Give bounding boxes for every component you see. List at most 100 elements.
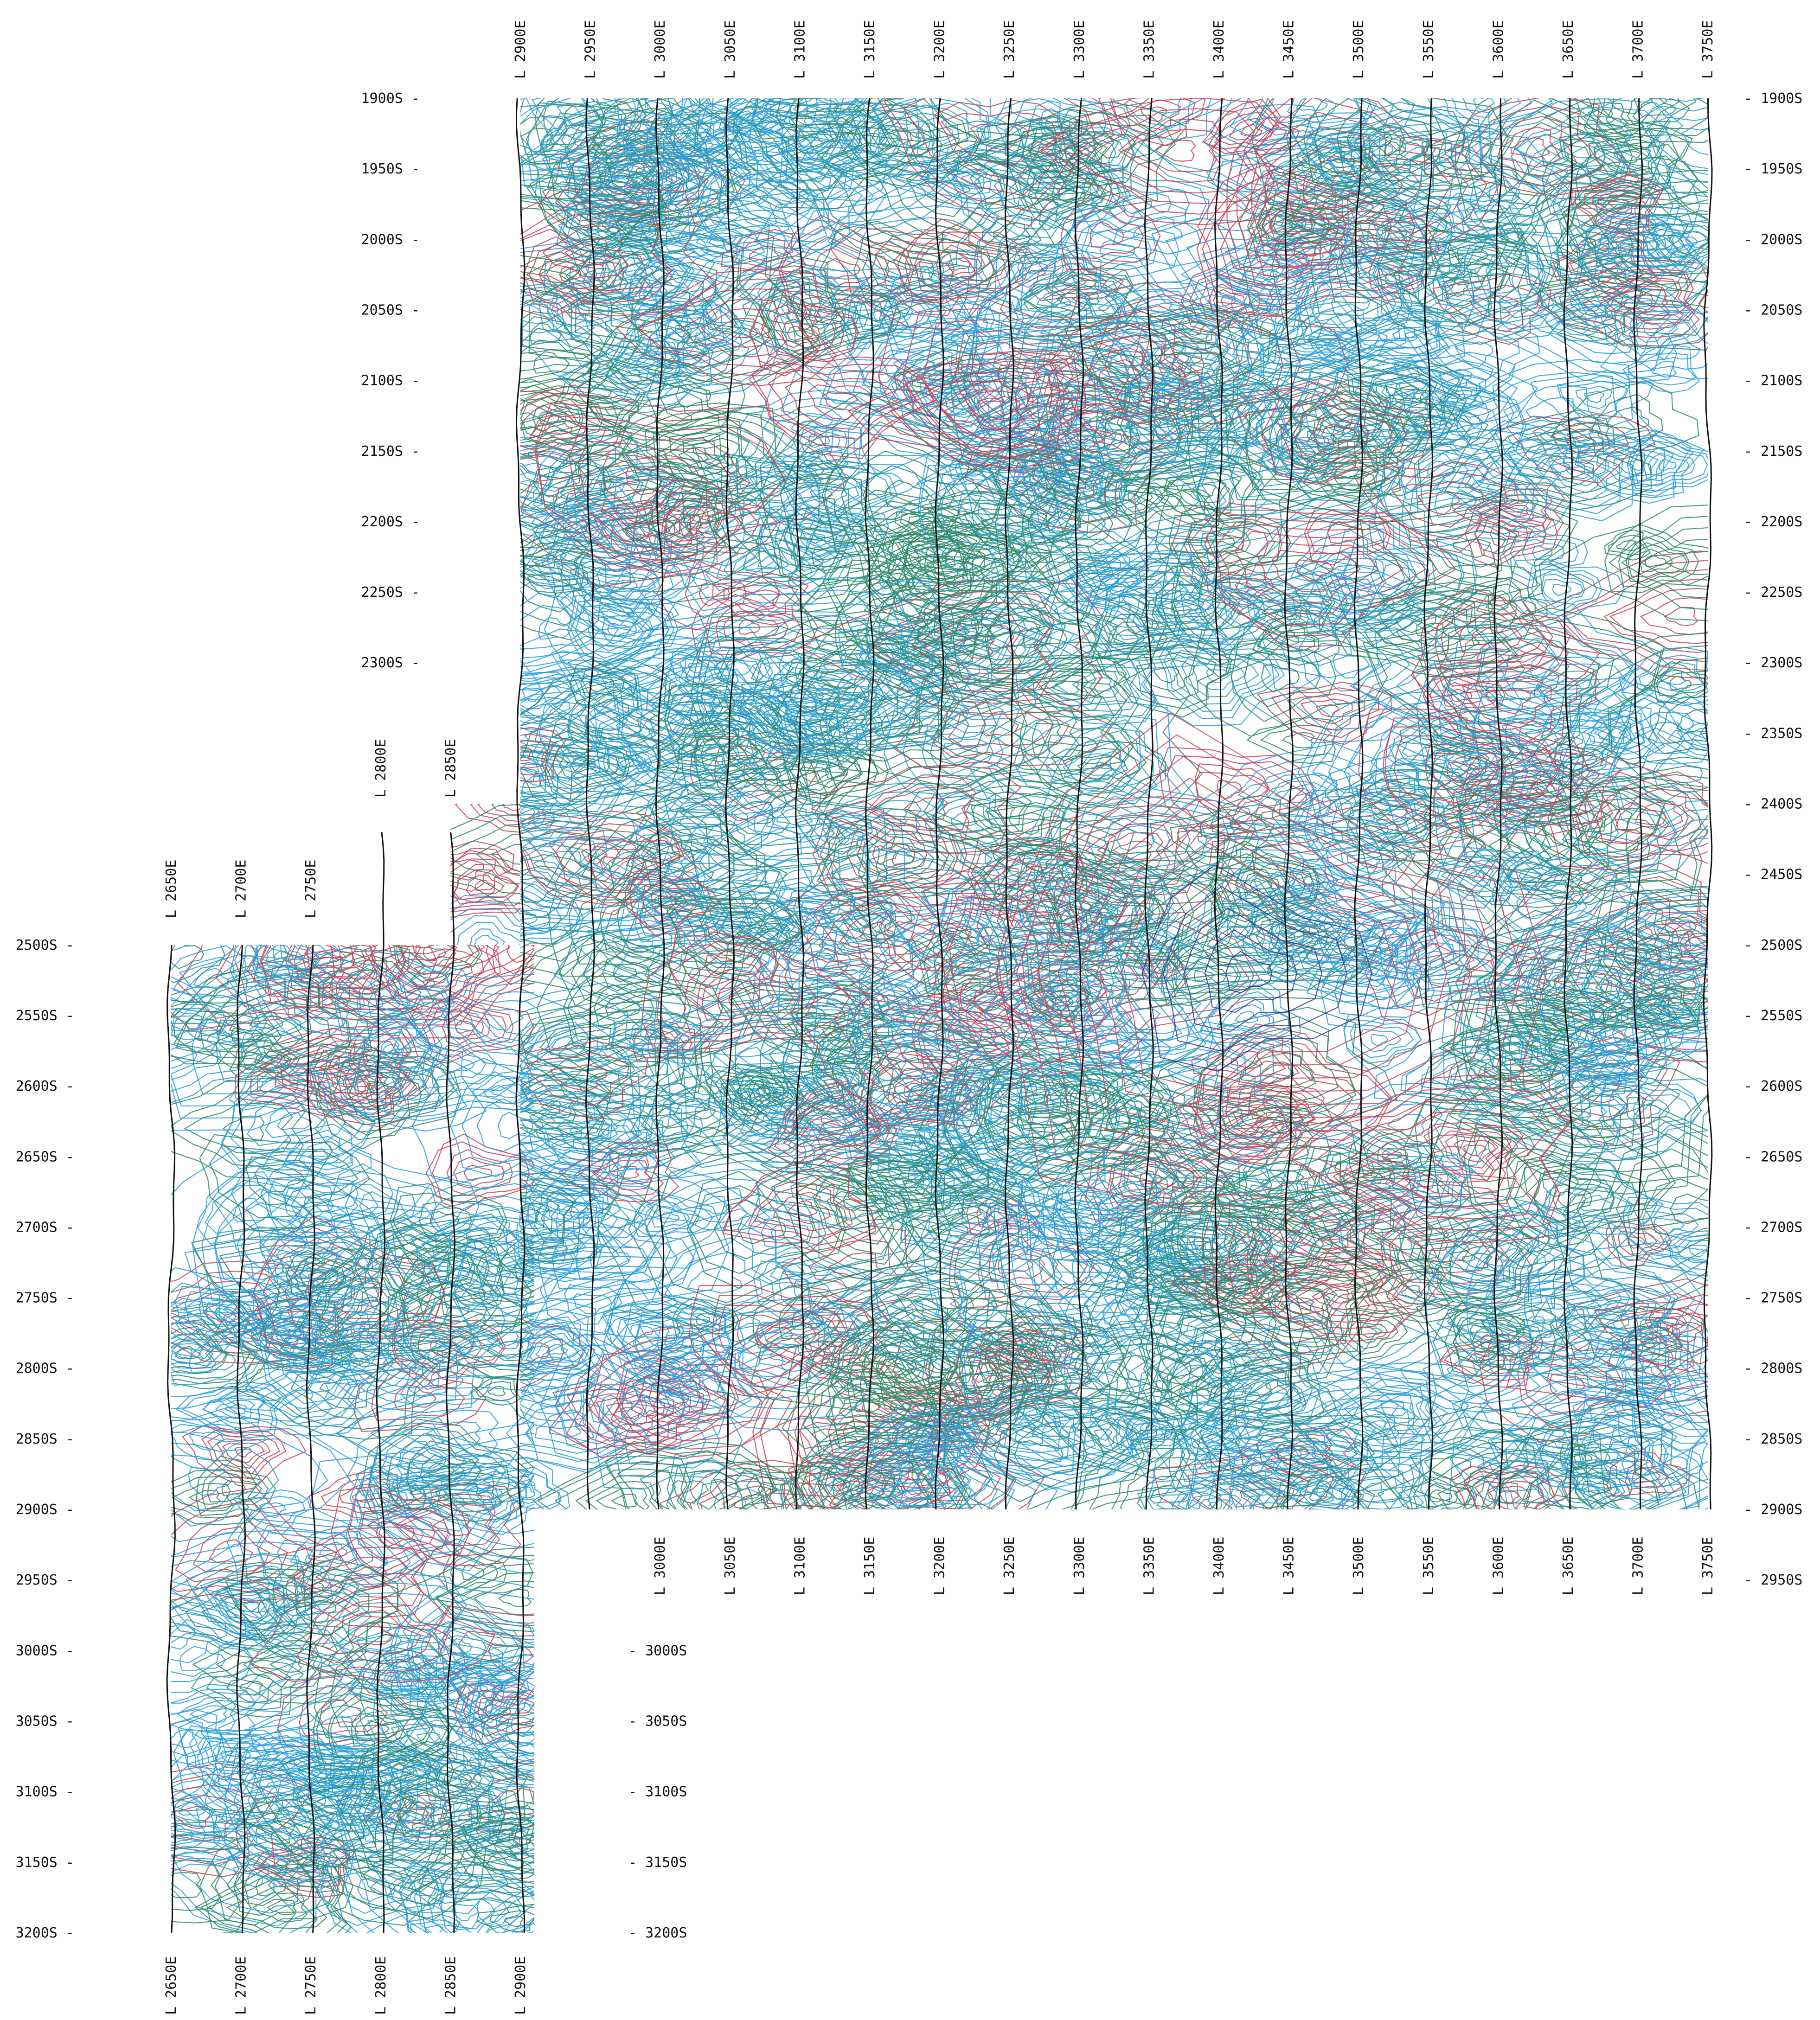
contour-line <box>546 753 628 793</box>
contour-line <box>1069 889 1109 919</box>
contour-line <box>1210 876 1446 998</box>
contour-line <box>1469 473 1534 505</box>
contour-line <box>1564 1187 1631 1218</box>
contour-line <box>171 1688 256 1740</box>
contour-line <box>520 420 634 500</box>
contour-line <box>255 1821 296 1846</box>
contour-line <box>878 360 1080 459</box>
contour-layer <box>171 98 1708 1933</box>
contour-line <box>610 843 691 883</box>
contour-line <box>1193 967 1214 982</box>
contour-line <box>290 1359 390 1420</box>
contour-line <box>330 1634 504 1728</box>
contour-line <box>407 1603 525 1683</box>
contour-line <box>1657 696 1708 744</box>
contour-line <box>1618 647 1708 706</box>
contour-line <box>520 981 737 1117</box>
contour-line <box>1268 885 1338 926</box>
contour-line <box>520 1009 739 1157</box>
contour-line <box>1006 475 1133 563</box>
contour-line <box>832 1477 851 1492</box>
contour-line <box>1081 347 1156 394</box>
contour-line <box>201 1430 287 1480</box>
contour-line <box>632 852 673 873</box>
contour-line <box>1216 926 1264 950</box>
contour-line <box>1327 220 1441 304</box>
contour-line <box>1264 126 1452 233</box>
contour-line <box>1274 1362 1485 1454</box>
contour-line <box>870 570 910 596</box>
contour-line <box>1564 465 1594 479</box>
contour-line <box>1310 369 1391 432</box>
contour-line <box>1653 913 1708 972</box>
contour-line <box>965 839 1142 962</box>
contour-line <box>723 1485 778 1509</box>
contour-line <box>356 1509 451 1564</box>
contour-line <box>949 908 1250 1064</box>
contour-line <box>756 1139 914 1230</box>
contour-line <box>564 1284 623 1325</box>
contour-line <box>1327 1406 1419 1447</box>
contour-line <box>1353 915 1427 964</box>
contour-line <box>336 1062 427 1118</box>
contour-line <box>404 1659 535 1730</box>
contour-line <box>822 506 1061 657</box>
contour-line <box>993 1426 1088 1487</box>
contour-line <box>830 205 997 281</box>
contour-line <box>1339 1312 1408 1355</box>
contour-line <box>1177 1483 1260 1509</box>
contour-line <box>1614 801 1666 831</box>
contour-line <box>1021 931 1160 1036</box>
contour-line <box>1072 670 1119 699</box>
contour-line <box>520 728 624 833</box>
contour-line <box>737 907 835 954</box>
contour-line <box>1521 1387 1708 1509</box>
contour-line <box>171 955 372 1077</box>
contour-line <box>1085 1238 1333 1407</box>
contour-line <box>1113 629 1146 645</box>
contour-line <box>1205 502 1437 648</box>
contour-line <box>1143 1344 1208 1394</box>
contour-line <box>1392 326 1418 342</box>
contour-line <box>1109 1172 1168 1207</box>
contour-line <box>922 1289 1133 1410</box>
contour-line <box>536 1032 610 1071</box>
contour-line <box>545 421 573 435</box>
contour-line <box>1375 1217 1473 1263</box>
contour-line <box>1027 763 1259 916</box>
contour-line <box>293 945 366 985</box>
contour-line <box>687 662 708 673</box>
contour-line <box>680 507 720 536</box>
contour-line <box>399 1873 535 1933</box>
contour-line <box>1456 155 1559 223</box>
contour-line <box>1456 865 1494 887</box>
contour-line <box>838 608 1075 718</box>
contour-line <box>411 1452 430 1465</box>
contour-line <box>292 1546 425 1608</box>
contour-line <box>1270 282 1407 360</box>
contour-line <box>420 1621 508 1669</box>
contour-line <box>641 931 869 1052</box>
contour-line <box>261 1123 372 1181</box>
contour-line <box>1627 352 1697 385</box>
contour-line <box>1506 1278 1708 1416</box>
contour-line <box>277 1112 313 1131</box>
contour-line <box>696 959 801 1029</box>
contour-line <box>520 1079 654 1207</box>
contour-line <box>873 1300 929 1329</box>
contour-line <box>309 1421 535 1600</box>
contour-line <box>568 402 803 505</box>
contour-line <box>520 1218 587 1256</box>
contour-line <box>1216 1347 1270 1382</box>
contour-line <box>1667 231 1708 256</box>
contour-line <box>1230 1050 1263 1069</box>
contour-line <box>489 1910 535 1933</box>
contour-line <box>968 205 1055 257</box>
contour-line <box>190 1660 304 1718</box>
contour-line <box>1128 98 1182 114</box>
contour-line <box>1343 1014 1422 1070</box>
contour-line <box>801 1445 957 1509</box>
contour-line <box>968 400 1006 421</box>
contour-line <box>704 98 945 214</box>
contour-line <box>1523 1159 1602 1211</box>
